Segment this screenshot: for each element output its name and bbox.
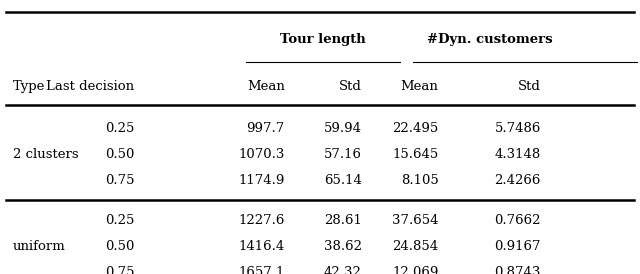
Text: Last decision: Last decision xyxy=(46,80,134,93)
Text: Std: Std xyxy=(518,80,541,93)
Text: 15.645: 15.645 xyxy=(392,148,438,161)
Text: 65.14: 65.14 xyxy=(324,174,362,187)
Text: 0.50: 0.50 xyxy=(105,148,134,161)
Text: 57.16: 57.16 xyxy=(324,148,362,161)
Text: 42.32: 42.32 xyxy=(324,266,362,274)
Text: 37.654: 37.654 xyxy=(392,214,438,227)
Text: 24.854: 24.854 xyxy=(392,240,438,253)
Text: 0.8743: 0.8743 xyxy=(495,266,541,274)
Text: Type: Type xyxy=(13,80,45,93)
Text: Tour length: Tour length xyxy=(280,33,366,46)
Text: 28.61: 28.61 xyxy=(324,214,362,227)
Text: 997.7: 997.7 xyxy=(246,122,285,135)
Text: 0.75: 0.75 xyxy=(105,266,134,274)
Text: 8.105: 8.105 xyxy=(401,174,438,187)
Text: #Dyn. customers: #Dyn. customers xyxy=(427,33,552,46)
Text: 1657.1: 1657.1 xyxy=(239,266,285,274)
Text: 2 clusters: 2 clusters xyxy=(13,148,79,161)
Text: 4.3148: 4.3148 xyxy=(495,148,541,161)
Text: 5.7486: 5.7486 xyxy=(495,122,541,135)
Text: 1174.9: 1174.9 xyxy=(239,174,285,187)
Text: 38.62: 38.62 xyxy=(324,240,362,253)
Text: 59.94: 59.94 xyxy=(324,122,362,135)
Text: Mean: Mean xyxy=(247,80,285,93)
Text: 1070.3: 1070.3 xyxy=(239,148,285,161)
Text: 0.25: 0.25 xyxy=(105,122,134,135)
Text: 22.495: 22.495 xyxy=(392,122,438,135)
Text: Std: Std xyxy=(339,80,362,93)
Text: 1227.6: 1227.6 xyxy=(239,214,285,227)
Text: 0.25: 0.25 xyxy=(105,214,134,227)
Text: Mean: Mean xyxy=(401,80,438,93)
Text: 0.75: 0.75 xyxy=(105,174,134,187)
Text: 1416.4: 1416.4 xyxy=(239,240,285,253)
Text: 12.069: 12.069 xyxy=(392,266,438,274)
Text: uniform: uniform xyxy=(13,240,65,253)
Text: 0.50: 0.50 xyxy=(105,240,134,253)
Text: 0.7662: 0.7662 xyxy=(494,214,541,227)
Text: 2.4266: 2.4266 xyxy=(495,174,541,187)
Text: 0.9167: 0.9167 xyxy=(494,240,541,253)
